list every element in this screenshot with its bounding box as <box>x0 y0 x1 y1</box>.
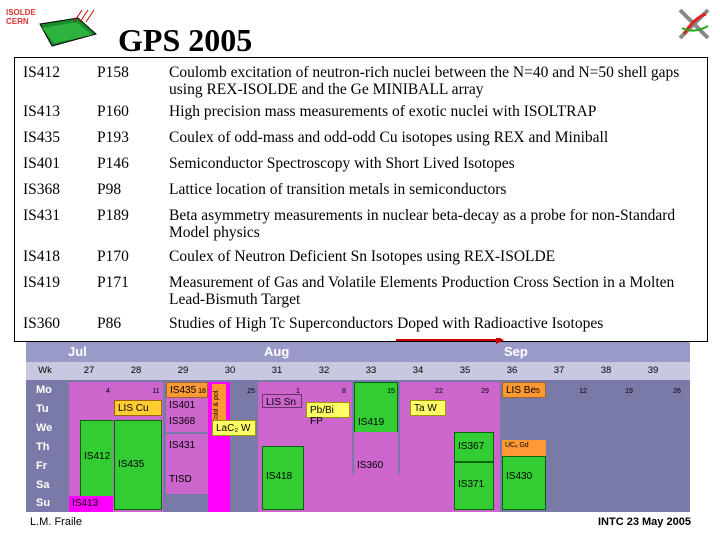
date-label: 15 <box>387 388 395 395</box>
week-number: 29 <box>177 365 189 376</box>
schedule-block-is430: IS430 <box>502 456 546 510</box>
week-number: 28 <box>130 365 142 376</box>
week-number: 39 <box>647 365 659 376</box>
proposal-id: P98 <box>97 181 122 198</box>
experiment-title: Coulex of odd-mass and odd-odd Cu isotop… <box>169 129 609 146</box>
experiment-id: IS412 <box>23 64 61 81</box>
experiment-id: IS419 <box>23 274 61 291</box>
week-number: 32 <box>318 365 330 376</box>
proposal-id: P171 <box>97 274 129 291</box>
week-number: 34 <box>412 365 424 376</box>
proposal-id: P158 <box>97 64 129 81</box>
experiment-id: IS418 <box>23 248 61 265</box>
experiment-title: Beta asymmetry measurements in nuclear b… <box>169 207 676 241</box>
experiment-title: Measurement of Gas and Volatile Elements… <box>169 274 675 308</box>
date-label: 12 <box>579 388 587 395</box>
week-number: 33 <box>365 365 377 376</box>
day-label: Sa <box>36 479 50 491</box>
date-label: 25 <box>247 388 255 395</box>
schedule-block-is435: IS435 <box>114 420 162 510</box>
proposal-id: P189 <box>97 207 129 224</box>
schedule-block-ta-w: Ta W <box>410 400 446 416</box>
experiment-title: Semiconductor Spectroscopy with Short Li… <box>169 155 515 172</box>
isolde-emblem-icon <box>39 9 98 47</box>
experiment-id: IS431 <box>23 207 61 224</box>
schedule-block-tisd: TISD <box>166 460 208 494</box>
month-label: Sep <box>504 344 528 359</box>
date-label: 4 <box>106 388 110 395</box>
schedule-block-cold-pol: Cold & pol. <box>212 384 226 424</box>
schedule-block-is367: IS367 <box>454 432 494 462</box>
month-label: Jul <box>68 344 87 359</box>
schedule-block-is413: IS413 <box>69 496 113 512</box>
day-label: We <box>36 422 53 434</box>
schedule-block-is418: IS418 <box>262 446 304 510</box>
proposal-id: P193 <box>97 129 129 146</box>
week-label: Wk <box>38 365 52 376</box>
date-label: 29 <box>481 388 489 395</box>
schedule-block-is431: IS431 <box>166 434 208 460</box>
date-label: 8 <box>342 388 346 395</box>
date-label: 18 <box>198 388 206 395</box>
month-label: Aug <box>264 344 290 359</box>
week-number: 35 <box>459 365 471 376</box>
schedule-block-is412: IS412 <box>80 420 114 498</box>
experiment-title: Coulex of Neutron Deficient Sn Isotopes … <box>169 248 556 265</box>
experiments-table: IS412 P158 Coulomb excitation of neutron… <box>14 57 708 342</box>
day-label: Mo <box>36 384 52 396</box>
schedule-block-lis-be: LIS Be <box>502 382 546 398</box>
beam-schedule: Jul Aug Sep Wk 27 28 29 30 31 32 33 34 3… <box>26 338 690 512</box>
schedule-block-lis-sn: LIS Sn <box>262 394 302 408</box>
proposal-id: P160 <box>97 103 129 120</box>
proposal-id: P146 <box>97 155 129 172</box>
experiment-title: Coulomb excitation of neutron-rich nucle… <box>169 64 680 98</box>
month-header <box>26 342 690 362</box>
schedule-block-pb-bi-fp: Pb/Bi FP <box>306 402 350 427</box>
date-label: 19 <box>625 388 633 395</box>
schedule-block-lac2w: LaC₂ W <box>212 420 256 436</box>
week-number: 36 <box>506 365 518 376</box>
schedule-block-is371: IS371 <box>454 462 494 510</box>
red-arrow-icon <box>396 338 504 344</box>
schedule-block-is368: IS368 <box>166 414 208 432</box>
schedule-block-is360: IS360 <box>354 432 398 510</box>
schedule-block-is401: IS401 <box>166 398 208 414</box>
week-number: 31 <box>271 365 283 376</box>
schedule-block-uc-gd: UCₓ Gd <box>502 440 546 456</box>
date-label: 11 <box>152 388 160 395</box>
experiment-title: High precision mass measurements of exot… <box>169 103 597 120</box>
schedule-block-is435b: IS435 <box>166 382 208 398</box>
experiment-id: IS435 <box>23 129 61 146</box>
experiment-id: IS368 <box>23 181 61 198</box>
footer-author: L.M. Fraile <box>30 516 82 528</box>
experiment-id: IS360 <box>23 315 61 332</box>
week-number: 38 <box>600 365 612 376</box>
experiment-id: IS413 <box>23 103 61 120</box>
date-label: 26 <box>673 388 681 395</box>
day-label: Th <box>36 441 50 453</box>
proposal-id: P86 <box>97 315 122 332</box>
date-label: 5 <box>536 388 540 395</box>
week-number: 37 <box>553 365 565 376</box>
day-label: Su <box>36 497 51 509</box>
date-label: 22 <box>435 388 443 395</box>
day-label: Fr <box>36 460 47 472</box>
logo-text-isolde: ISOLDE <box>6 8 36 17</box>
isolde-logo: ISOLDE CERN <box>6 8 106 50</box>
proposal-id: P170 <box>97 248 129 265</box>
schedule-block-lis-cu: LIS Cu <box>114 400 162 416</box>
experiment-title: Studies of High Tc Superconductors Doped… <box>169 315 604 332</box>
day-label: Tu <box>36 403 49 415</box>
page-title: GPS 2005 <box>118 22 253 58</box>
week-number: 30 <box>224 365 236 376</box>
week-number: 27 <box>83 365 95 376</box>
week-row <box>26 362 690 380</box>
experiment-id: IS401 <box>23 155 61 172</box>
footer-event: INTC 23 May 2005 <box>598 516 691 528</box>
date-label: 1 <box>296 388 300 395</box>
logo-text-cern: CERN <box>6 17 29 26</box>
conference-logo-icon <box>674 4 714 44</box>
experiment-title: Lattice location of transition metals in… <box>169 181 507 198</box>
